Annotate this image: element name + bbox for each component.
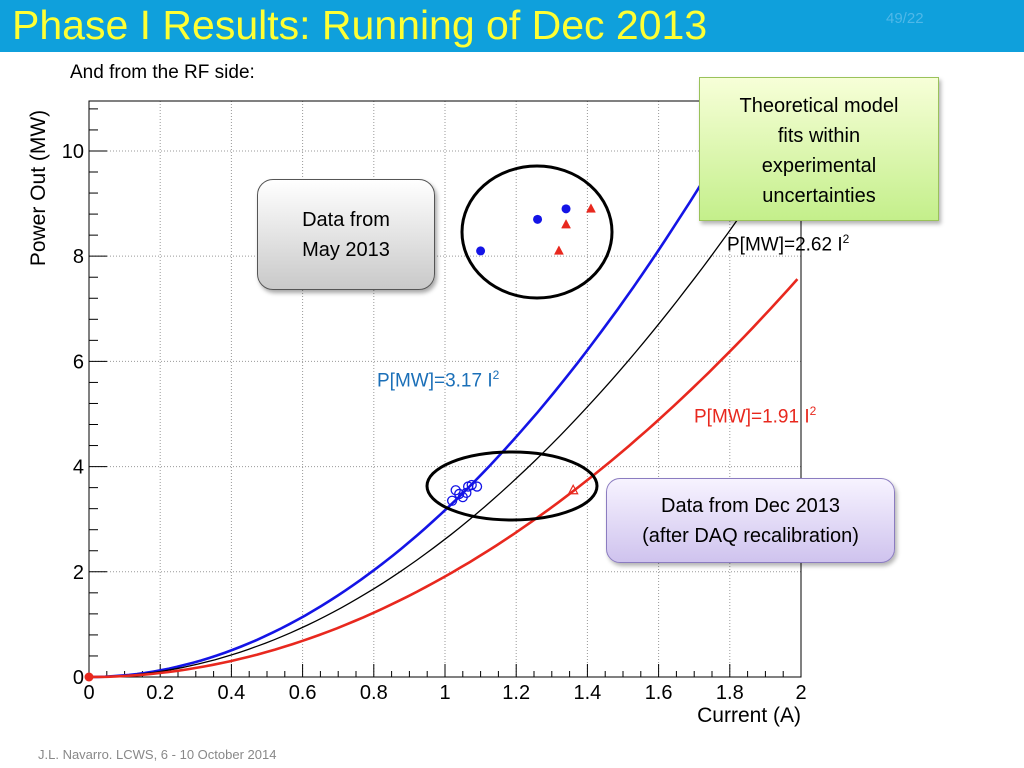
data-point — [446, 495, 458, 506]
x-tick-label: 0.4 — [217, 682, 245, 704]
highlight-ellipses — [425, 164, 614, 522]
data-point — [471, 481, 483, 492]
x-tick-label: 0.2 — [146, 682, 174, 704]
black-fit-label: P[MW]=2.62 I2 — [727, 232, 849, 256]
data-point — [450, 485, 461, 496]
dec-callout-line: (after DAQ recalibration) — [642, 525, 859, 547]
dec-data-ellipse — [425, 450, 599, 522]
red-fit-text: P[MW]=1.91 I — [694, 406, 810, 428]
may-data-ellipse — [460, 164, 614, 300]
slide-subtitle: And from the RF side: — [70, 62, 255, 83]
fit-curve-3 — [88, 278, 799, 679]
x-tick-label: 2 — [795, 682, 806, 704]
data-point — [561, 204, 571, 214]
y-axis-label: Power Out (MW) — [27, 110, 50, 266]
theory-callout-line: uncertainties — [762, 185, 876, 207]
x-tick-label: 1 — [439, 682, 450, 704]
fit-curve-2 — [88, 184, 763, 678]
theory-callout-line: Theoretical model — [739, 95, 899, 117]
data-point — [454, 488, 465, 500]
page-number: 49/22 — [886, 10, 924, 27]
data-point — [84, 672, 94, 682]
fit-curves — [88, 136, 799, 679]
y-tick-label: 0 — [73, 667, 84, 689]
x-tick-label: 1.6 — [645, 682, 673, 704]
data-point — [554, 245, 564, 255]
black-fit-text: P[MW]=2.62 I — [727, 234, 843, 256]
x-tick-label: 1.2 — [502, 682, 530, 704]
theory-callout-line: fits within — [777, 125, 861, 147]
blue-fit-power: 2 — [492, 368, 500, 382]
y-tick-label: 2 — [73, 562, 84, 584]
x-tick-label: 1.8 — [716, 682, 744, 704]
data-points — [84, 203, 596, 682]
data-point — [476, 246, 486, 256]
x-axis-label: Current (A) — [697, 704, 801, 727]
fit-curve-1 — [88, 136, 731, 679]
data-point — [533, 214, 543, 224]
may-callout-line: May 2013 — [302, 239, 390, 261]
data-point — [561, 219, 571, 229]
theory-callout-line: experimental — [761, 155, 877, 177]
axis-labels: 0 0.2 0.4 0.6 0.8 1 1.2 1.4 1.6 1.8 2 0 2 4 6 8 10 — [62, 141, 807, 704]
blue-fit-label: P[MW]=3.17 I2 — [377, 368, 499, 392]
data-point — [466, 479, 477, 491]
y-tick-label: 8 — [73, 246, 84, 268]
data-point — [461, 487, 472, 499]
data-point — [567, 483, 579, 495]
data-point — [586, 203, 596, 213]
x-tick-label: 1.4 — [573, 682, 601, 704]
y-tick-label: 10 — [62, 141, 84, 163]
axis-ticks — [88, 108, 802, 678]
x-tick-label: 0.8 — [360, 682, 388, 704]
red-fit-label: P[MW]=1.91 I2 — [694, 404, 816, 428]
y-tick-label: 4 — [73, 457, 84, 479]
theory-callout: Theoretical model fits within experiment… — [699, 77, 939, 221]
slide-title: Phase I Results: Running of Dec 2013 — [12, 2, 708, 48]
y-tick-label: 6 — [73, 351, 84, 373]
red-fit-power: 2 — [809, 404, 817, 418]
may-callout-line: Data from — [302, 209, 390, 231]
x-tick-label: 0.6 — [289, 682, 317, 704]
dec-2013-callout: Data from Dec 2013 (after DAQ recalibrat… — [606, 478, 895, 563]
black-fit-power: 2 — [842, 232, 850, 246]
x-tick-label: 0 — [83, 682, 94, 704]
footer-text: J.L. Navarro. LCWS, 6 - 10 October 2014 — [38, 747, 277, 762]
may-2013-callout: Data from May 2013 — [257, 179, 435, 290]
blue-fit-text: P[MW]=3.17 I — [377, 370, 493, 392]
title-bar: Phase I Results: Running of Dec 2013 49/… — [0, 0, 1024, 52]
dec-callout-line: Data from Dec 2013 — [661, 495, 840, 517]
